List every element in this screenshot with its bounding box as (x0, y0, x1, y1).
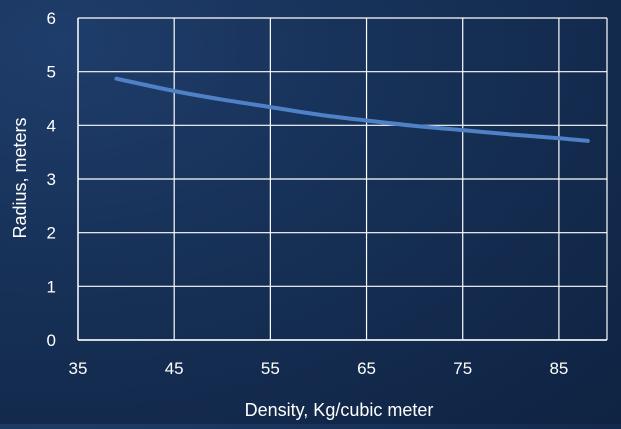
x-tick-label: 45 (165, 359, 184, 378)
x-axis-title: Density, Kg/cubic meter (245, 400, 434, 420)
y-tick-label: 3 (47, 170, 56, 189)
y-tick-label: 4 (47, 116, 56, 135)
y-tick-label: 0 (47, 331, 56, 350)
x-tick-label: 55 (261, 359, 280, 378)
y-tick-label: 6 (47, 9, 56, 28)
y-tick-label: 1 (47, 277, 56, 296)
data-series (114, 76, 590, 143)
x-tick-label: 75 (453, 359, 472, 378)
grid-lines (77, 17, 608, 341)
y-tick-label: 5 (47, 63, 56, 82)
x-tick-label: 35 (69, 359, 88, 378)
y-axis-title: Radius, meters (10, 117, 30, 238)
x-tick-label: 85 (549, 359, 568, 378)
y-tick-label: 2 (47, 224, 56, 243)
series-line (114, 76, 590, 143)
axes (77, 18, 607, 341)
x-tick-label: 65 (357, 359, 376, 378)
